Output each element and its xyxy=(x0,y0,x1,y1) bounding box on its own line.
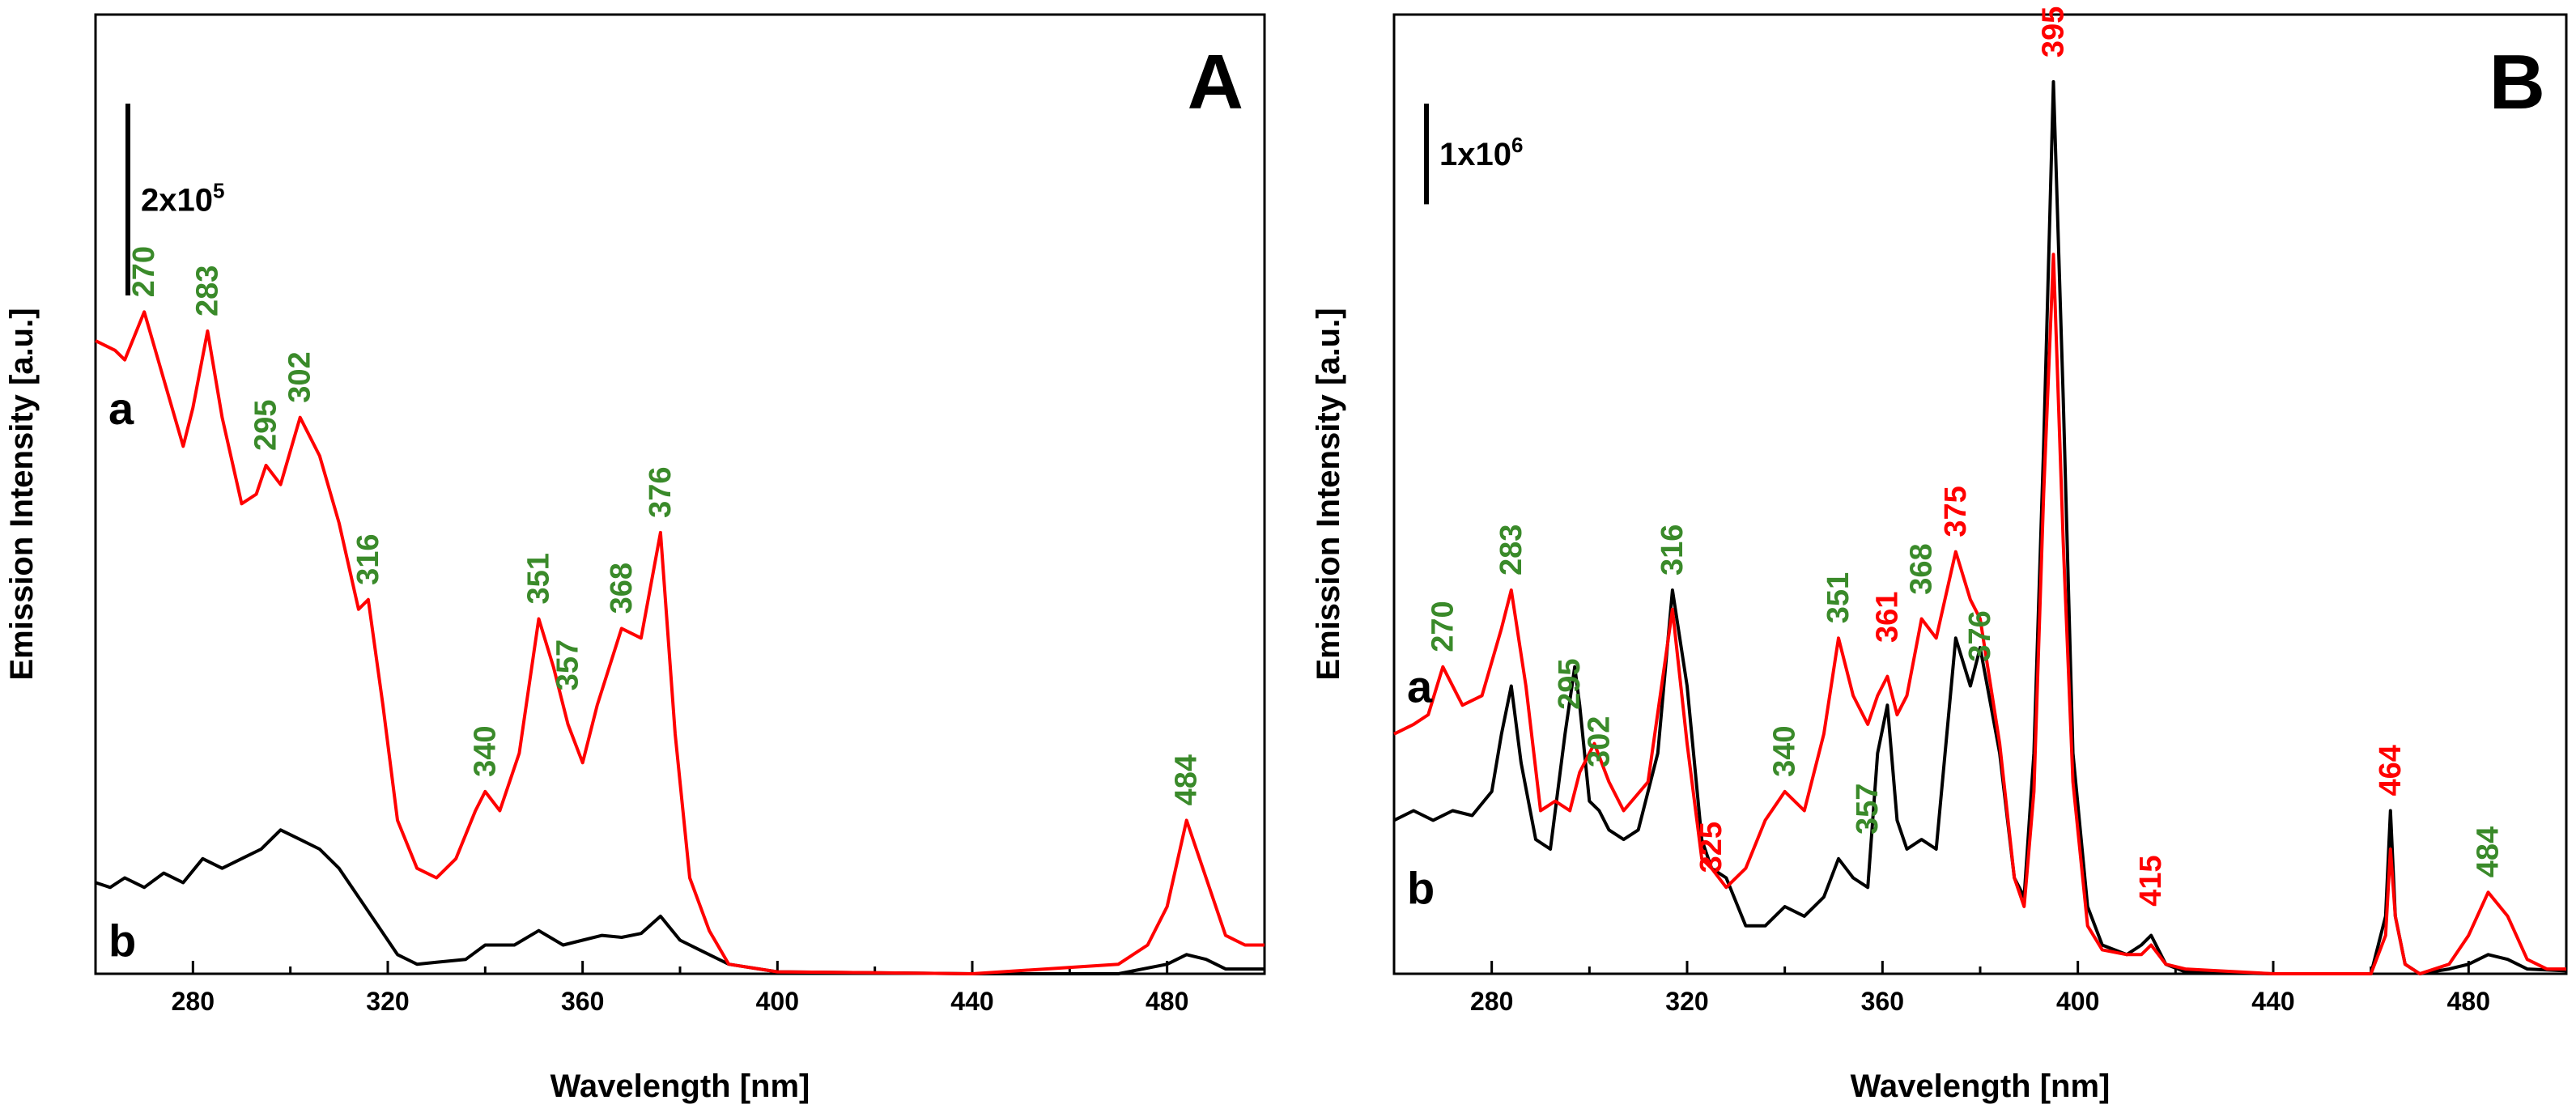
peak-label-316-a: 316 xyxy=(351,533,385,584)
peak-label-302-b: 302 xyxy=(1582,716,1616,767)
peak-label-464-b: 464 xyxy=(2374,745,2408,796)
panel-a: 280 320 360 400 440 480 Wavelength [nm] Emissio… xyxy=(4,13,1266,1104)
peak-label-283-a: 283 xyxy=(190,266,224,316)
peak-label-340-a: 340 xyxy=(468,725,502,776)
x-tick-label-b: 280 xyxy=(1470,987,1513,1016)
series-line-b-a xyxy=(95,828,1265,975)
peak-label-316-b: 316 xyxy=(1656,525,1690,576)
x-tick-label-a: 400 xyxy=(756,987,799,1016)
peak-label-484-a: 484 xyxy=(1170,754,1204,805)
peak-label-357-a: 357 xyxy=(551,639,585,690)
peak-label-375-b: 375 xyxy=(1939,486,1973,537)
peak-label-270-b: 270 xyxy=(1426,601,1460,652)
panel-b: 280 320 360 400 440 480 Wavelength [nm] Emissio… xyxy=(1311,6,2568,1104)
peak-label-368-a: 368 xyxy=(605,563,639,614)
x-tick-label-b: 360 xyxy=(1861,987,1904,1016)
scale-bar-exponent-b: 6 xyxy=(1511,133,1523,157)
peak-label-270-a: 270 xyxy=(127,246,161,297)
scale-bar-label-a: 2x105 xyxy=(141,179,224,219)
peak-label-340-b: 340 xyxy=(1768,725,1802,776)
peak-label-376-b: 376 xyxy=(1963,610,1997,661)
peak-label-325-b: 325 xyxy=(1694,822,1728,873)
x-tick-label-a: 440 xyxy=(950,987,993,1016)
panel-letter-a: A xyxy=(1188,39,1243,125)
x-tick-label-b: 480 xyxy=(2447,987,2490,1016)
y-axis-label-b: Emission Intensity [a.u.] xyxy=(1311,308,1346,680)
peak-label-357-b: 357 xyxy=(1851,784,1885,835)
x-tick-label-a: 320 xyxy=(366,987,409,1016)
x-tick-label-b: 440 xyxy=(2251,987,2294,1016)
peak-label-376-a: 376 xyxy=(644,466,678,517)
peak-label-295-a: 295 xyxy=(249,400,283,451)
peak-label-351-b: 351 xyxy=(1821,572,1855,623)
x-tick-label-b: 400 xyxy=(2056,987,2099,1016)
panel-letter-b: B xyxy=(2489,39,2545,125)
series-line-a-b xyxy=(1393,253,2566,975)
x-axis-label-a: Wavelength [nm] xyxy=(550,1068,810,1104)
curve-label-a-b: a xyxy=(1407,661,1433,712)
scale-bar-label-b: 1x106 xyxy=(1439,133,1523,172)
x-tick-label-b: 320 xyxy=(1665,987,1708,1016)
peak-label-302-a: 302 xyxy=(283,351,317,402)
peak-label-361-b: 361 xyxy=(1870,592,1904,643)
curve-label-b-a: b xyxy=(108,915,136,966)
x-tick-label-a: 280 xyxy=(172,987,215,1016)
curve-label-b-b: b xyxy=(1407,862,1435,913)
y-axis-label-a: Emission Intensity [a.u.] xyxy=(4,308,40,680)
scale-bar-exponent-a: 5 xyxy=(213,179,224,203)
peak-label-295-b: 295 xyxy=(1553,658,1587,709)
series-line-a-a xyxy=(95,310,1265,975)
peak-label-395-b: 395 xyxy=(2037,6,2071,57)
peak-label-484-b: 484 xyxy=(2471,826,2505,877)
peak-label-415-b: 415 xyxy=(2134,855,2168,906)
peak-label-283-b: 283 xyxy=(1494,525,1528,576)
x-axis-label-b: Wavelength [nm] xyxy=(1851,1068,2111,1104)
series-line-b-b xyxy=(1393,80,2567,975)
plot-frame-a xyxy=(94,13,1266,975)
x-tick-label-a: 360 xyxy=(561,987,604,1016)
peak-label-368-b: 368 xyxy=(1905,543,1939,594)
peak-label-351-a: 351 xyxy=(522,553,556,604)
curve-label-a-a: a xyxy=(108,383,134,434)
x-tick-label-a: 480 xyxy=(1146,987,1188,1016)
